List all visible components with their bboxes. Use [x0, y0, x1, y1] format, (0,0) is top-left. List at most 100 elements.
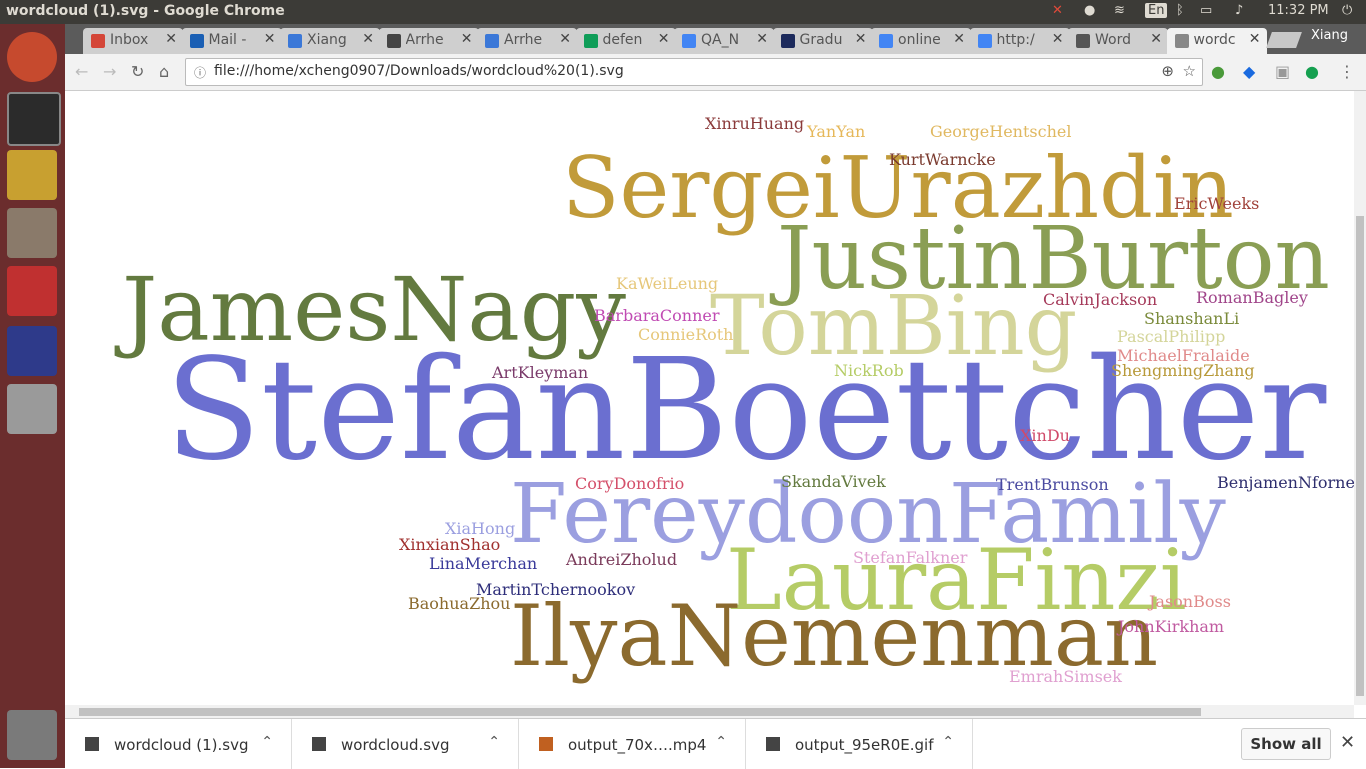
info-icon[interactable]: ⓘ — [194, 66, 207, 80]
chevron-up-icon[interactable]: ⌃ — [261, 734, 273, 750]
tab-close-icon[interactable]: ✕ — [362, 31, 374, 47]
tab-close-icon[interactable]: ✕ — [756, 31, 768, 47]
chevron-up-icon[interactable]: ⌃ — [715, 734, 727, 750]
ubuntu-dash-icon[interactable] — [7, 32, 57, 82]
cloud-word: YanYan — [807, 122, 866, 141]
tab-close-icon[interactable]: ✕ — [165, 31, 177, 47]
terminal-icon[interactable] — [7, 92, 61, 146]
volume-icon[interactable]: ♪ — [1235, 3, 1244, 18]
tab[interactable]: QA_N ✕ — [674, 28, 774, 54]
tab-close-icon[interactable]: ✕ — [1150, 31, 1162, 47]
texmaker-icon[interactable] — [7, 326, 57, 376]
home-icon[interactable]: ⌂ — [159, 62, 170, 81]
cloud-word: SkandaVivek — [781, 472, 886, 491]
tab[interactable]: Arrhe ✕ — [378, 28, 479, 54]
tab[interactable]: defen ✕ — [575, 28, 676, 54]
tab[interactable]: Xiang ✕ — [280, 28, 380, 54]
horizontal-scroll-thumb[interactable] — [79, 708, 1201, 716]
zoom-icon[interactable]: ⊕ — [1161, 62, 1174, 80]
forward-icon[interactable]: → — [103, 62, 117, 81]
chevron-up-icon[interactable]: ⌃ — [942, 734, 954, 750]
cloud-word: XiaHong — [445, 519, 516, 538]
network-error-icon[interactable]: ✕ — [1052, 3, 1063, 18]
download-filename: wordcloud.svg — [341, 736, 450, 754]
cloud-word: XinxianShao — [399, 535, 501, 554]
chrome-icon[interactable] — [7, 150, 57, 200]
cloud-word: RomanBagley — [1196, 288, 1308, 307]
grammarly-icon[interactable]: ● — [1305, 62, 1319, 81]
tab-close-icon[interactable]: ✕ — [1248, 31, 1261, 47]
tab[interactable]: Gradu ✕ — [772, 28, 873, 54]
chrome-tray-icon[interactable]: ● — [1084, 3, 1096, 18]
address-bar[interactable]: ⓘ file:///home/xcheng0907/Downloads/word… — [185, 58, 1203, 86]
tab-close-icon[interactable]: ✕ — [657, 31, 670, 47]
clock[interactable]: 11:32 PM — [1268, 3, 1329, 18]
extension-icon-1[interactable]: ● — [1211, 62, 1225, 81]
tab-close-icon[interactable]: ✕ — [460, 31, 473, 47]
text-editor-icon[interactable] — [7, 384, 57, 434]
bluetooth-icon[interactable]: ᛒ — [1176, 3, 1184, 18]
tab[interactable]: Arrhe ✕ — [477, 28, 577, 54]
tab-close-icon[interactable]: ✕ — [263, 31, 276, 47]
tab-close-icon[interactable]: ✕ — [854, 31, 867, 47]
cloud-word: LinaMerchan — [429, 554, 538, 573]
horizontal-scrollbar[interactable] — [65, 705, 1354, 718]
keyboard-layout[interactable]: En — [1145, 3, 1168, 18]
new-tab-button[interactable] — [1266, 32, 1302, 48]
cloud-word: NickRob — [834, 361, 904, 380]
download-item[interactable]: output_95eR0E.gif ⌃ — [746, 719, 973, 769]
tab-close-icon[interactable]: ✕ — [953, 31, 965, 47]
trash-icon[interactable] — [7, 710, 57, 760]
extension-icon-3[interactable]: ▣ — [1275, 62, 1291, 81]
close-downloads-icon[interactable]: ✕ — [1340, 732, 1356, 753]
menu-icon[interactable]: ⋮ — [1339, 62, 1355, 81]
document-viewer-icon[interactable] — [7, 266, 57, 316]
tab[interactable]: http:/ ✕ — [969, 28, 1070, 54]
profile-name[interactable]: Xiang — [1311, 28, 1348, 43]
tab[interactable]: wordc ✕ — [1166, 28, 1267, 54]
file-icon — [85, 737, 99, 751]
tab[interactable]: Word ✕ — [1068, 28, 1168, 54]
cloud-word: GeorgeHentschel — [930, 122, 1072, 141]
cloud-word: KurtWarncke — [889, 150, 996, 169]
cloud-word: BenjamenNforneh — [1217, 473, 1354, 492]
tab-label: Gradu — [799, 32, 843, 48]
tab-label: QA_N — [701, 32, 740, 48]
cloud-word: MartinTchernookov — [476, 580, 636, 599]
cloud-word: KaWeiLeung — [616, 274, 719, 293]
cloud-word: StefanFalkner — [853, 548, 968, 567]
wifi-icon[interactable]: ≋ — [1114, 3, 1125, 18]
power-icon[interactable]: ⏻ — [1342, 3, 1353, 18]
tab-close-icon[interactable]: ✕ — [1051, 31, 1064, 47]
back-icon[interactable]: ← — [75, 62, 89, 81]
tab-favicon-icon — [189, 34, 204, 48]
download-item[interactable]: wordcloud (1).svg ⌃ — [65, 719, 292, 769]
show-all-button[interactable]: Show all — [1241, 728, 1331, 760]
chevron-up-icon[interactable]: ⌃ — [488, 734, 500, 750]
files-icon[interactable] — [7, 208, 57, 258]
tab[interactable]: online ✕ — [871, 28, 971, 54]
vertical-scrollbar[interactable] — [1354, 91, 1366, 705]
cloud-word: MichaelFralaide — [1117, 346, 1250, 365]
tab-close-icon[interactable]: ✕ — [559, 31, 571, 47]
battery-icon[interactable]: ▭ — [1200, 3, 1213, 18]
bookmark-star-icon[interactable]: ☆ — [1182, 62, 1196, 80]
extension-icon-2[interactable]: ◆ — [1243, 62, 1256, 81]
reload-icon[interactable]: ↻ — [131, 62, 145, 81]
cloud-word: JasonBoss — [1149, 592, 1231, 611]
tab[interactable]: Inbox ✕ — [83, 28, 183, 54]
download-filename: wordcloud (1).svg — [114, 736, 249, 754]
tab-favicon-icon — [91, 34, 105, 48]
cloud-word: BaohuaZhou — [408, 594, 511, 613]
system-top-bar: wordcloud (1).svg - Google Chrome ✕ ● ≋ … — [0, 0, 1366, 24]
browser-toolbar: ← → ↻ ⌂ ⓘ file:///home/xcheng0907/Downlo… — [65, 54, 1366, 91]
window-title: wordcloud (1).svg - Google Chrome — [6, 3, 285, 19]
file-icon — [312, 737, 326, 751]
vertical-scroll-thumb[interactable] — [1356, 216, 1364, 696]
download-item[interactable]: wordcloud.svg ⌃ — [292, 719, 519, 769]
download-item[interactable]: output_70x….mp4 ⌃ — [519, 719, 746, 769]
tab-favicon-icon — [780, 34, 795, 48]
cloud-word: AndreiZholud — [566, 550, 678, 569]
tab-label: defen — [602, 32, 643, 48]
tab[interactable]: Mail - ✕ — [181, 28, 282, 54]
